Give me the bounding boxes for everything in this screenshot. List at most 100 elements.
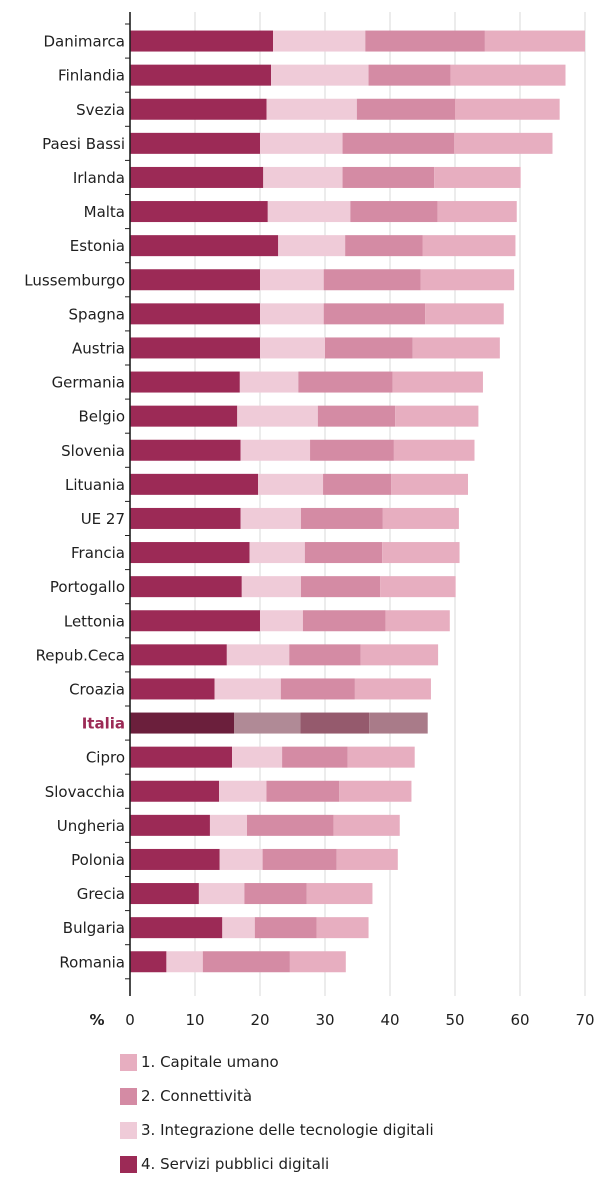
category-label: Croazia — [69, 680, 125, 698]
bar-s4-svezia — [130, 98, 267, 120]
bar-s4-spagna — [130, 303, 260, 325]
bar-s4-ungheria — [130, 814, 210, 836]
bar-s2-italia — [300, 712, 370, 734]
bar-s4-irlanda — [130, 166, 264, 188]
category-label: Slovenia — [61, 442, 125, 460]
category-labels: Danimarca Finlandia Svezia Paesi Bassi Irlan… — [24, 33, 125, 972]
bar-s3-croazia — [214, 678, 281, 700]
bar-s3-belgio — [237, 405, 318, 427]
legend-item: 2. Connettività — [120, 1079, 590, 1113]
bar-s4-lussemburgo — [130, 269, 260, 291]
bar-s1-portogallo — [380, 576, 456, 598]
bar-s1-austria — [412, 337, 500, 359]
category-label: Slovacchia — [45, 783, 125, 801]
category-label: Spagna — [69, 305, 125, 323]
bar-s1-cipro — [347, 746, 415, 768]
bar-s2-irlanda — [342, 166, 435, 188]
bar-s3-svezia — [266, 98, 357, 120]
bar-s1-estonia — [422, 235, 516, 257]
x-tick-label: 50 — [445, 1011, 464, 1029]
legend-swatch — [120, 1155, 137, 1173]
bar-s2-francia — [304, 542, 383, 564]
category-label: Romania — [59, 953, 125, 971]
x-tick-label: 20 — [250, 1011, 269, 1029]
bar-s2-danimarca — [365, 30, 485, 52]
category-label: Repub.Ceca — [36, 646, 125, 664]
category-label: Estonia — [70, 237, 125, 255]
bar-s2-slovacchia — [266, 780, 340, 802]
bar-s4-belgio — [130, 405, 238, 427]
category-label: Malta — [84, 203, 125, 221]
bar-s4-bulgaria — [130, 917, 223, 939]
axes — [125, 12, 131, 996]
bar-s2-spagna — [323, 303, 426, 325]
legend-item: 1. Capitale umano — [120, 1045, 590, 1079]
category-label: Danimarca — [44, 33, 126, 51]
bar-s2-grecia — [244, 883, 307, 905]
category-label: Germania — [52, 374, 125, 392]
bar-s3-danimarca — [273, 30, 366, 52]
bars — [130, 30, 585, 973]
bar-s1-bulgaria — [316, 917, 369, 939]
bar-s1-repub-ceca — [360, 644, 439, 666]
bar-s3-ungheria — [209, 814, 247, 836]
bar-s2-austria — [325, 337, 413, 359]
x-tick-label: 40 — [380, 1011, 399, 1029]
bar-s1-belgio — [395, 405, 479, 427]
category-label: Polonia — [71, 851, 125, 869]
bar-s3-ue-27 — [240, 507, 301, 529]
bar-s2-slovenia — [310, 439, 394, 461]
bar-s3-paesi-bassi — [260, 132, 343, 154]
bar-s1-paesi-bassi — [454, 132, 553, 154]
unit-label: % — [89, 1011, 104, 1029]
bar-s2-lituania — [323, 473, 392, 495]
bar-s2-svezia — [356, 98, 455, 120]
bar-s1-irlanda — [434, 166, 521, 188]
bar-s3-cipro — [232, 746, 283, 768]
x-tick-label: 0 — [125, 1011, 135, 1029]
bar-s4-finlandia — [130, 64, 272, 86]
bar-s1-ungheria — [333, 814, 400, 836]
category-label: Paesi Bassi — [42, 135, 125, 153]
bar-s3-francia — [249, 542, 305, 564]
bar-s3-lussemburgo — [260, 269, 324, 291]
bar-s3-slovacchia — [219, 780, 267, 802]
bar-s1-slovenia — [393, 439, 475, 461]
bar-s1-germania — [392, 371, 483, 393]
bar-s3-romania — [166, 951, 203, 973]
bar-s2-romania — [202, 951, 290, 973]
bar-s3-grecia — [198, 883, 245, 905]
category-label: Bulgaria — [63, 919, 125, 937]
bar-s4-ue-27 — [130, 507, 241, 529]
bar-s3-estonia — [278, 235, 346, 257]
gridlines — [194, 12, 586, 996]
legend-item: 3. Integrazione delle tecnologie digital… — [120, 1113, 590, 1147]
legend-item: 4. Servizi pubblici digitali — [120, 1147, 590, 1181]
legend-label: 3. Integrazione delle tecnologie digital… — [141, 1121, 434, 1139]
bar-s2-belgio — [317, 405, 396, 427]
bar-s2-germania — [298, 371, 393, 393]
bar-s2-cipro — [282, 746, 348, 768]
bar-s1-croazia — [354, 678, 431, 700]
bar-s4-malta — [130, 201, 268, 223]
bar-s2-lettonia — [302, 610, 386, 632]
bar-s2-ue-27 — [300, 507, 383, 529]
bar-s3-spagna — [260, 303, 324, 325]
bar-s1-lussemburgo — [420, 269, 515, 291]
legend-label: 2. Connettività — [141, 1087, 253, 1105]
legend-label: 1. Capitale umano — [141, 1053, 279, 1071]
bar-s2-malta — [350, 201, 438, 223]
bar-s2-bulgaria — [254, 917, 317, 939]
bar-s4-paesi-bassi — [130, 132, 260, 154]
bar-s1-svezia — [455, 98, 560, 120]
x-tick-label: 70 — [575, 1011, 594, 1029]
bar-s3-slovenia — [240, 439, 311, 461]
legend: 1. Capitale umano 2. Connettività 3. Integ… — [120, 1045, 590, 1181]
legend-swatch — [120, 1121, 137, 1139]
bar-s4-romania — [130, 951, 167, 973]
category-label: Belgio — [78, 408, 125, 426]
bar-s2-portogallo — [300, 576, 381, 598]
category-label: Ungheria — [57, 817, 125, 835]
bar-s1-grecia — [306, 883, 373, 905]
